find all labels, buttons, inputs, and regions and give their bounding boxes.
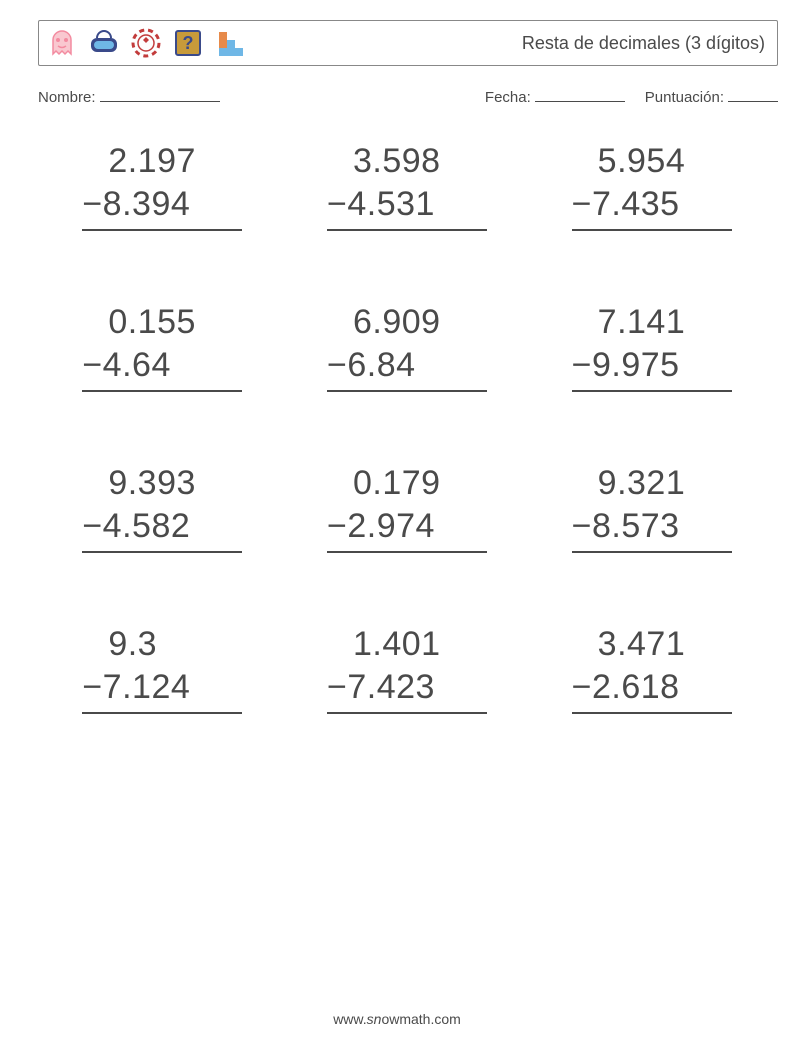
rule-line	[327, 390, 487, 392]
subtrahend: −8.573	[572, 505, 680, 548]
name-blank[interactable]	[100, 88, 220, 102]
minuend: 0.179	[327, 462, 441, 505]
problem-4: 0.155−4.64	[82, 301, 242, 392]
problem-9: 9.321−8.573	[572, 462, 732, 553]
problem-5: 6.909−6.84	[327, 301, 487, 392]
subtrahend: −2.974	[327, 505, 435, 548]
rule-line	[327, 551, 487, 553]
date-blank[interactable]	[535, 88, 625, 102]
ghost-icon	[45, 26, 79, 60]
rule-line	[82, 551, 242, 553]
problem-2: 3.598−4.531	[327, 140, 487, 231]
rule-line	[572, 712, 732, 714]
problem-10: 9.3−7.124	[82, 623, 242, 714]
minuend: 3.471	[572, 623, 686, 666]
minuend: 9.3	[82, 623, 157, 666]
score-blank[interactable]	[728, 88, 778, 102]
minuend: 5.954	[572, 140, 686, 183]
icon-row: ?	[45, 26, 247, 60]
subtrahend: −6.84	[327, 344, 416, 387]
question-icon: ?	[171, 26, 205, 60]
minuend: 0.155	[82, 301, 196, 344]
footer-prefix: www.	[333, 1011, 366, 1027]
rule-line	[82, 390, 242, 392]
problem-6: 7.141−9.975	[572, 301, 732, 392]
date-label: Fecha:	[485, 89, 531, 106]
problems-grid: 2.197−8.3943.598−4.5315.954−7.4350.155−4…	[60, 140, 754, 714]
footer-suffix: owmath.com	[381, 1011, 460, 1027]
svg-text:?: ?	[183, 33, 194, 53]
problem-1: 2.197−8.394	[82, 140, 242, 231]
rule-line	[572, 390, 732, 392]
minuend: 9.393	[82, 462, 196, 505]
rule-line	[82, 712, 242, 714]
chip-icon	[129, 26, 163, 60]
rule-line	[82, 229, 242, 231]
subtrahend: −4.582	[82, 505, 190, 548]
rule-line	[327, 712, 487, 714]
subtrahend: −7.435	[572, 183, 680, 226]
subtrahend: −4.531	[327, 183, 435, 226]
meta-row: Nombre: Fecha: Puntuación:	[38, 88, 778, 106]
minuend: 3.598	[327, 140, 441, 183]
blocks-icon	[213, 26, 247, 60]
subtrahend: −7.423	[327, 666, 435, 709]
problem-7: 9.393−4.582	[82, 462, 242, 553]
problem-8: 0.179−2.974	[327, 462, 487, 553]
subtrahend: −2.618	[572, 666, 680, 709]
footer-brand: sn	[367, 1011, 382, 1027]
score-label: Puntuación:	[645, 89, 724, 106]
subtrahend: −4.64	[82, 344, 171, 387]
subtrahend: −9.975	[572, 344, 680, 387]
subtrahend: −8.394	[82, 183, 190, 226]
minuend: 1.401	[327, 623, 441, 666]
footer: www.snowmath.com	[0, 1011, 794, 1027]
header-box: ? Resta de decimales (3 dígitos)	[38, 20, 778, 66]
name-label: Nombre:	[38, 89, 96, 106]
problem-11: 1.401−7.423	[327, 623, 487, 714]
problem-12: 3.471−2.618	[572, 623, 732, 714]
rule-line	[572, 229, 732, 231]
minuend: 9.321	[572, 462, 686, 505]
rule-line	[327, 229, 487, 231]
subtrahend: −7.124	[82, 666, 190, 709]
minuend: 6.909	[327, 301, 441, 344]
minuend: 2.197	[82, 140, 196, 183]
problem-3: 5.954−7.435	[572, 140, 732, 231]
minuend: 7.141	[572, 301, 686, 344]
worksheet-title: Resta de decimales (3 dígitos)	[522, 33, 765, 54]
rule-line	[572, 551, 732, 553]
vr-icon	[87, 26, 121, 60]
